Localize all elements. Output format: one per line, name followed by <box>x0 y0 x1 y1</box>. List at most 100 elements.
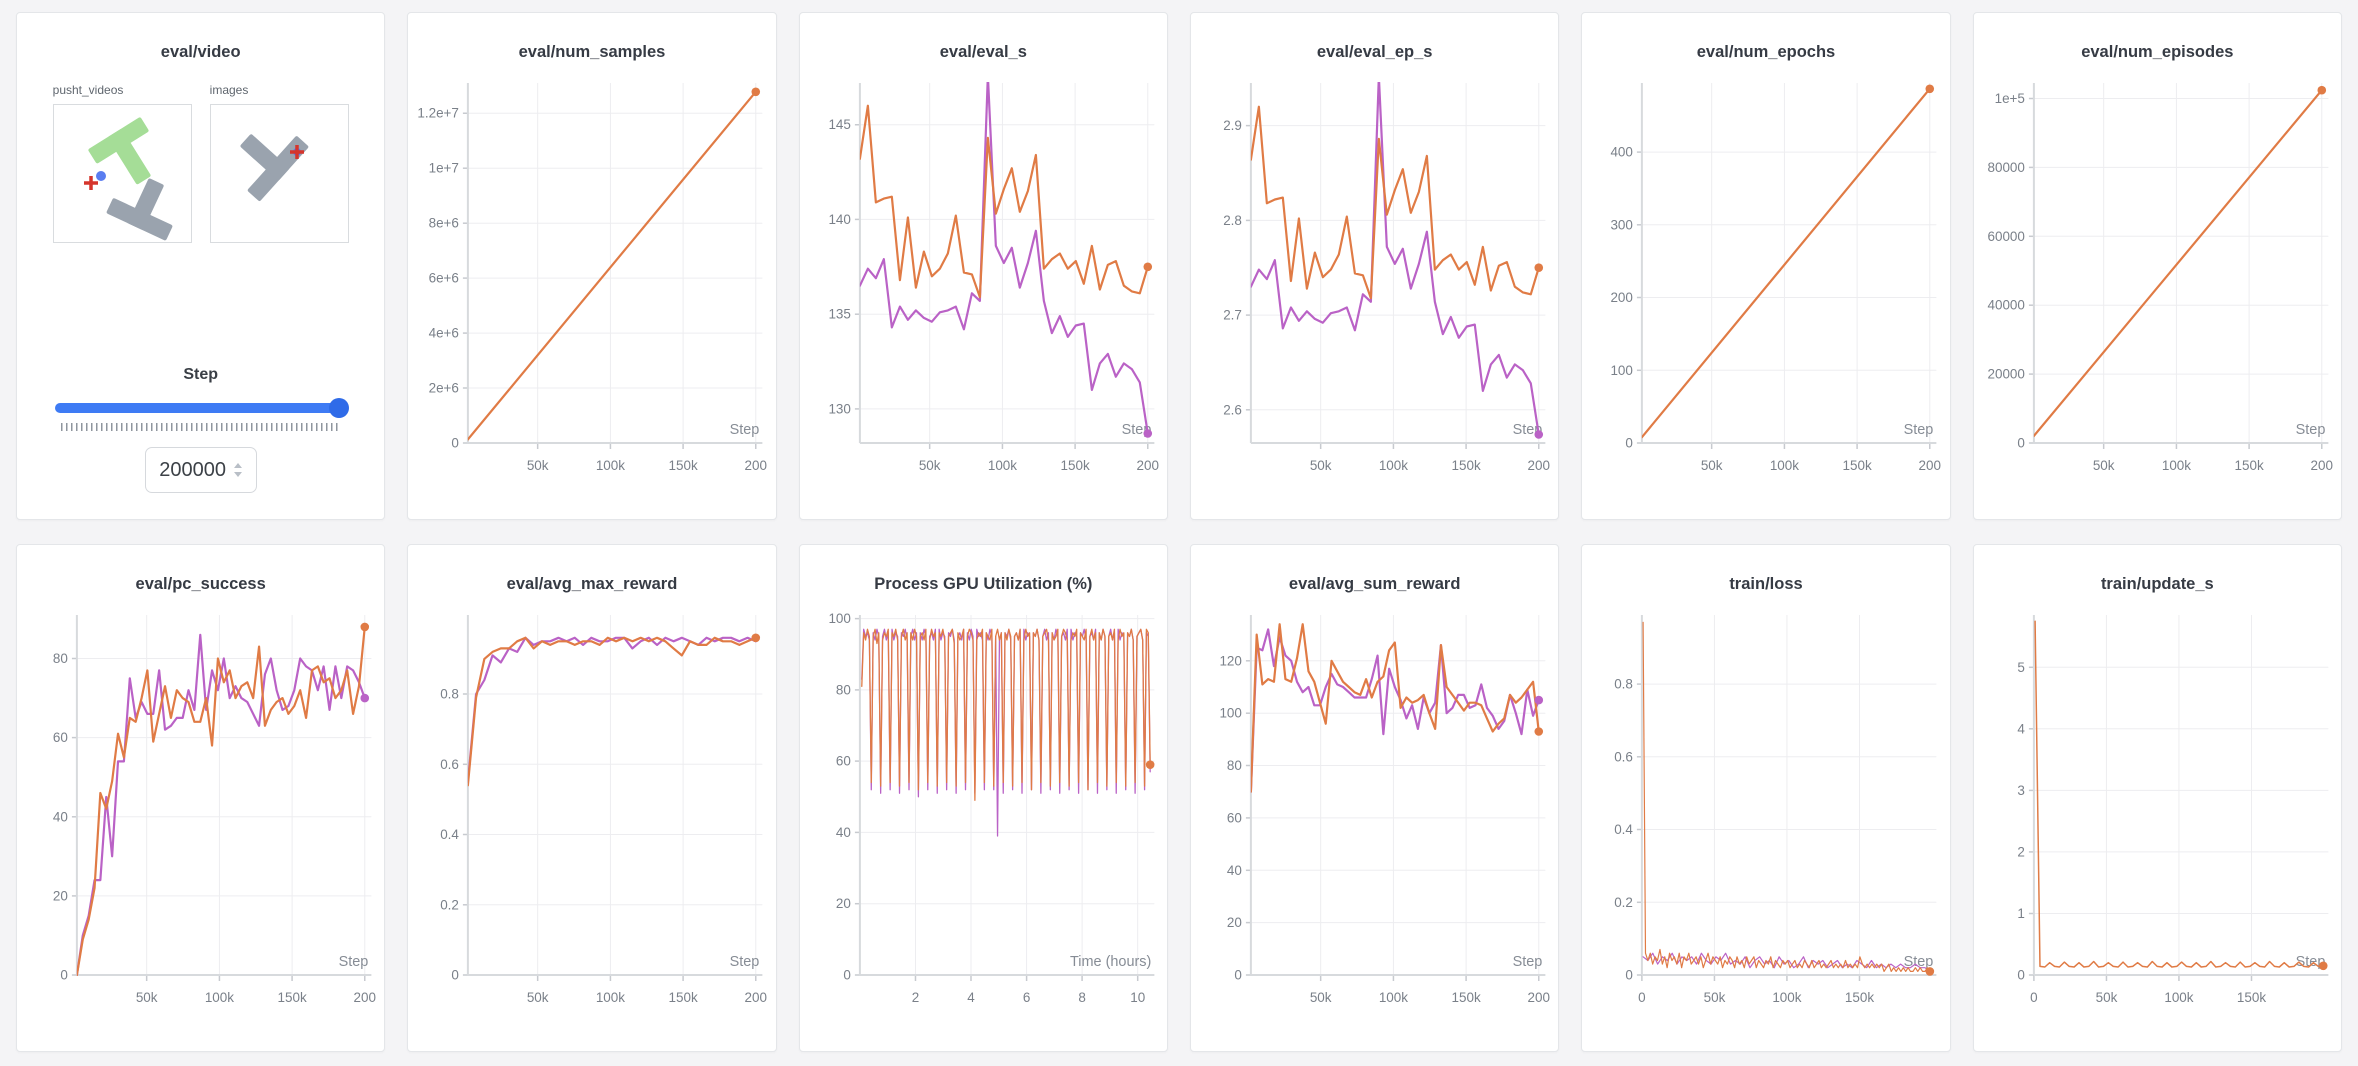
svg-text:130: 130 <box>828 401 850 416</box>
svg-text:150k: 150k <box>1845 990 1874 1005</box>
svg-text:4e+6: 4e+6 <box>429 326 459 341</box>
svg-text:3: 3 <box>2017 783 2024 798</box>
svg-text:50k: 50k <box>2092 458 2114 473</box>
line-chart-train-loss[interactable]: 0 0.2 0.4 0.6 0.8 0 50k 100k 150k Step <box>1582 603 1949 1023</box>
step-value-input[interactable]: 200000 <box>144 447 257 493</box>
svg-text:0: 0 <box>2017 435 2024 450</box>
svg-text:4: 4 <box>967 990 975 1005</box>
svg-text:100k: 100k <box>1773 990 1802 1005</box>
panel-title: train/update_s <box>2100 575 2214 593</box>
svg-text:2.9: 2.9 <box>1223 118 1242 133</box>
svg-text:0.8: 0.8 <box>441 686 460 701</box>
images-scene-image <box>240 134 308 201</box>
svg-text:Step: Step <box>730 954 760 970</box>
svg-text:2.7: 2.7 <box>1223 308 1242 323</box>
panel-train-update-s: train/update_s 0 1 2 3 4 5 0 50k 100k 150k Step <box>1972 544 2342 1052</box>
svg-text:200: 200 <box>1611 290 1633 305</box>
panel-eval-avg-max-reward: eval/avg_max_reward 0 0.2 0.4 0.6 0.8 50k 100k… <box>407 544 777 1052</box>
stepper-up-icon[interactable] <box>234 463 243 468</box>
svg-text:0: 0 <box>1626 967 1633 982</box>
svg-text:Step: Step <box>1904 954 1934 970</box>
svg-text:1e+7: 1e+7 <box>429 161 459 176</box>
panel-title: train/loss <box>1729 575 1803 593</box>
svg-text:0.8: 0.8 <box>1615 677 1634 692</box>
svg-text:20: 20 <box>1227 915 1242 930</box>
svg-text:60000: 60000 <box>1987 229 2024 244</box>
line-chart-pc-success[interactable]: 0 20 40 60 80 50k 100k 150k 200 Step <box>17 603 384 1023</box>
svg-text:Step: Step <box>2295 422 2325 438</box>
stepper-down-icon[interactable] <box>234 472 243 477</box>
svg-text:10: 10 <box>1130 990 1145 1005</box>
panel-grid: eval/video pusht_videos <box>16 12 2342 1052</box>
svg-text:50k: 50k <box>527 990 549 1005</box>
svg-text:50k: 50k <box>136 990 158 1005</box>
svg-text:100k: 100k <box>1770 458 1799 473</box>
svg-text:80: 80 <box>1227 758 1242 773</box>
video-thumbnail-pusht[interactable] <box>52 104 192 243</box>
panel-title: eval/num_episodes <box>2081 43 2234 61</box>
svg-text:150k: 150k <box>1452 990 1481 1005</box>
svg-text:100k: 100k <box>596 458 625 473</box>
svg-text:2: 2 <box>911 990 918 1005</box>
svg-text:135: 135 <box>828 307 850 322</box>
svg-text:150k: 150k <box>669 990 698 1005</box>
svg-text:40000: 40000 <box>1987 298 2024 313</box>
line-chart-avg-max-reward[interactable]: 0 0.2 0.4 0.6 0.8 50k 100k 150k 200 Step <box>408 603 775 1023</box>
panel-title: eval/num_epochs <box>1696 43 1836 61</box>
svg-text:200: 200 <box>745 458 767 473</box>
step-slider-label: Step <box>183 366 218 383</box>
svg-text:100k: 100k <box>1379 458 1408 473</box>
panel-eval-num-epochs: eval/num_epochs 0 100 200 300 400 50k 100k 150k… <box>1581 12 1951 520</box>
step-value: 200000 <box>159 458 227 481</box>
svg-text:0: 0 <box>2017 967 2024 982</box>
svg-text:150k: 150k <box>1060 458 1089 473</box>
line-chart-num-samples[interactable]: 0 2e+6 4e+6 6e+6 8e+6 1e+7 1.2e+7 50k 100k 150k 20… <box>408 71 775 491</box>
slider-knob[interactable] <box>329 398 350 418</box>
svg-text:0.2: 0.2 <box>441 897 460 912</box>
spacer <box>17 243 384 358</box>
svg-text:400: 400 <box>1611 145 1633 160</box>
svg-text:0.2: 0.2 <box>1615 895 1634 910</box>
svg-text:2e+6: 2e+6 <box>429 380 459 395</box>
line-chart-num-epochs[interactable]: 0 100 200 300 400 50k 100k 150k 200 Step <box>1582 71 1949 491</box>
svg-text:2: 2 <box>2017 844 2024 859</box>
video-thumbnail-images[interactable] <box>209 104 349 243</box>
svg-text:60: 60 <box>1227 810 1242 825</box>
svg-text:0: 0 <box>2030 990 2037 1005</box>
spacer <box>17 493 384 519</box>
svg-text:40: 40 <box>1227 863 1242 878</box>
svg-text:60: 60 <box>836 754 851 769</box>
svg-text:150k: 150k <box>2234 458 2263 473</box>
panel-title: Process GPU Utilization (%) <box>874 575 1093 593</box>
pusht-scene-image <box>83 117 173 241</box>
slider-track[interactable] <box>55 403 347 413</box>
svg-text:0.4: 0.4 <box>1615 822 1634 837</box>
svg-text:100: 100 <box>1611 363 1633 378</box>
svg-text:0: 0 <box>452 967 459 982</box>
svg-text:200: 200 <box>2310 458 2332 473</box>
svg-text:150k: 150k <box>1843 458 1872 473</box>
svg-text:80: 80 <box>836 682 851 697</box>
svg-text:20000: 20000 <box>1987 367 2024 382</box>
svg-text:100k: 100k <box>1379 990 1408 1005</box>
slider-ticks <box>61 423 341 431</box>
svg-text:Step: Step <box>1904 422 1934 438</box>
media-pusht-videos: pusht_videos <box>52 83 192 243</box>
svg-text:80: 80 <box>53 651 68 666</box>
svg-text:200: 200 <box>354 990 376 1005</box>
svg-text:200: 200 <box>1919 458 1941 473</box>
svg-text:60: 60 <box>53 730 68 745</box>
line-chart-avg-sum-reward[interactable]: 0 20 40 60 80 100 120 50k 100k 150k 200 Step <box>1191 603 1558 1023</box>
svg-text:100k: 100k <box>205 990 234 1005</box>
svg-text:20: 20 <box>836 896 851 911</box>
step-slider[interactable] <box>55 398 350 418</box>
svg-text:100k: 100k <box>596 990 625 1005</box>
panel-title: eval/avg_sum_reward <box>1288 575 1461 593</box>
svg-text:20: 20 <box>53 888 68 903</box>
line-chart-num-episodes[interactable]: 0 20000 40000 60000 80000 1e+5 50k 100k 150k 200 S… <box>1974 71 2341 491</box>
svg-text:0: 0 <box>1234 967 1241 982</box>
line-chart-gpu-utilization[interactable]: 0 20 40 60 80 100 2 4 6 8 10 Time (hours) <box>800 603 1167 1023</box>
